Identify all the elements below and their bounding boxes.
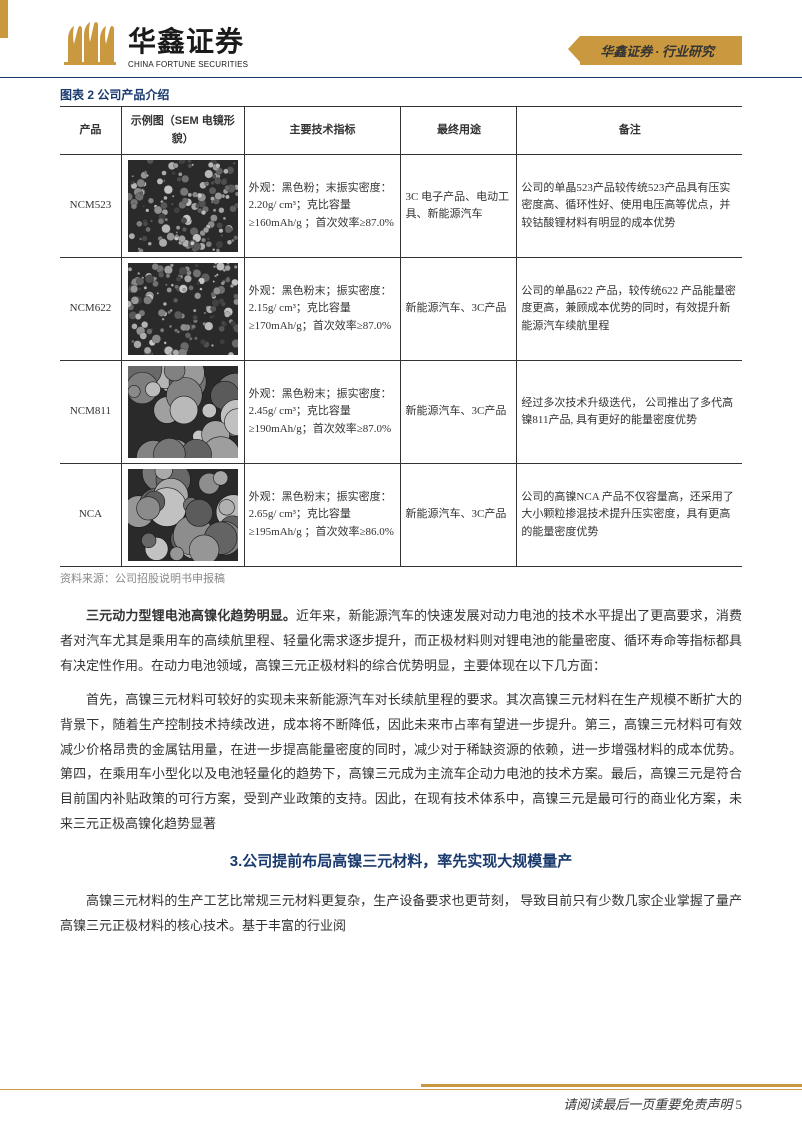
page-content: 图表 2 公司产品介绍 产品 示例图（SEM 电镜形貌） 主要技术指标 最终用途…	[0, 78, 802, 938]
cell-product: NCM523	[60, 155, 121, 258]
cell-product: NCM622	[60, 258, 121, 361]
cell-use: 新能源汽车、3C产品	[401, 361, 517, 464]
footer-disclaimer: 请阅读最后一页重要免责声明	[563, 1097, 732, 1112]
paragraph-2: 首先，高镍三元材料可较好的实现未来新能源汽车对长续航里程的要求。其次高镍三元材料…	[60, 688, 742, 836]
cell-use: 3C 电子产品、电动工具、新能源汽车	[401, 155, 517, 258]
table-caption: 图表 2 公司产品介绍	[60, 86, 742, 103]
cell-note: 经过多次技术升级迭代， 公司推出了多代高镍811产品, 具有更好的能量密度优势	[517, 361, 742, 464]
section-heading: 3.公司提前布局高镍三元材料，率先实现大规模量产	[60, 848, 742, 877]
cell-use: 新能源汽车、3C产品	[401, 258, 517, 361]
col-product: 产品	[60, 107, 121, 155]
logo-text: 华鑫证券 CHINA FORTUNE SECURITIES	[128, 20, 248, 69]
footer-accent-line	[421, 1084, 802, 1087]
table-row: NCM811 外观：黑色粉末；振实密度：2.45g/ cm³；克比容量≥190mA…	[60, 361, 742, 464]
body-text: 三元动力型锂电池高镍化趋势明显。近年来，新能源汽车的快速发展对动力电池的技术水平…	[60, 604, 742, 938]
table-header-row: 产品 示例图（SEM 电镜形貌） 主要技术指标 最终用途 备注	[60, 107, 742, 155]
paragraph-3: 高镍三元材料的生产工艺比常规三元材料更复杂，生产设备要求也更苛刻， 导致目前只有…	[60, 889, 742, 938]
table-row: NCM622 外观：黑色粉末；振实密度：2.15g/ cm³；克比容量≥170mA…	[60, 258, 742, 361]
logo-english: CHINA FORTUNE SECURITIES	[128, 60, 248, 69]
page-number: 5	[736, 1097, 743, 1112]
sem-image	[128, 160, 238, 252]
logo-icon	[60, 22, 120, 67]
cell-use: 新能源汽车、3C产品	[401, 464, 517, 567]
col-image: 示例图（SEM 电镜形貌）	[121, 107, 244, 155]
logo-chinese: 华鑫证券	[128, 20, 248, 60]
cell-spec: 外观：黑色粉末；振实密度：2.45g/ cm³；克比容量≥190mAh/g；首次…	[244, 361, 401, 464]
product-table: 产品 示例图（SEM 电镜形貌） 主要技术指标 最终用途 备注 NCM523 外观…	[60, 106, 742, 567]
cell-spec: 外观：黑色粉；末振实密度：2.20g/ cm³；克比容量≥160mAh/g ；首…	[244, 155, 401, 258]
col-spec: 主要技术指标	[244, 107, 401, 155]
cell-note: 公司的单晶622 产品，较传统622 产品能量密度更高，兼顾成本优势的同时，有效…	[517, 258, 742, 361]
cell-product: NCM811	[60, 361, 121, 464]
cell-spec: 外观：黑色粉末；振实密度：2.65g/ cm³；克比容量≥195mAh/g ；首…	[244, 464, 401, 567]
sem-image	[128, 263, 238, 355]
cell-note: 公司的高镍NCA 产品不仅容量高，还采用了大小颗粒掺混技术提升压实密度，具有更高…	[517, 464, 742, 567]
company-logo-block: 华鑫证券 CHINA FORTUNE SECURITIES	[60, 20, 248, 69]
table-row: NCM523 外观：黑色粉；末振实密度：2.20g/ cm³；克比容量≥160mA…	[60, 155, 742, 258]
cell-image	[121, 464, 244, 567]
cell-image	[121, 361, 244, 464]
header-category-tag: 华鑫证券 · 行业研究	[580, 36, 742, 65]
page-footer: 请阅读最后一页重要免责声明 5	[0, 1089, 802, 1113]
cell-image	[121, 258, 244, 361]
sem-image	[128, 366, 238, 458]
cell-spec: 外观：黑色粉末；振实密度：2.15g/ cm³；克比容量≥170mAh/g；首次…	[244, 258, 401, 361]
paragraph-1: 三元动力型锂电池高镍化趋势明显。近年来，新能源汽车的快速发展对动力电池的技术水平…	[60, 604, 742, 678]
table-row: NCA 外观：黑色粉末；振实密度：2.65g/ cm³；克比容量≥195mAh/g…	[60, 464, 742, 567]
col-use: 最终用途	[401, 107, 517, 155]
p1-lead: 三元动力型锂电池高镍化趋势明显。	[86, 608, 296, 623]
cell-product: NCA	[60, 464, 121, 567]
col-note: 备注	[517, 107, 742, 155]
sem-image	[128, 469, 238, 561]
page-header: 华鑫证券 CHINA FORTUNE SECURITIES 华鑫证券 · 行业研…	[0, 0, 802, 78]
cell-note: 公司的单晶523产品较传统523产品具有压实密度高、循环性好、使用电压高等优点，…	[517, 155, 742, 258]
cell-image	[121, 155, 244, 258]
table-source: 资料来源：公司招股说明书申报稿	[60, 570, 742, 586]
